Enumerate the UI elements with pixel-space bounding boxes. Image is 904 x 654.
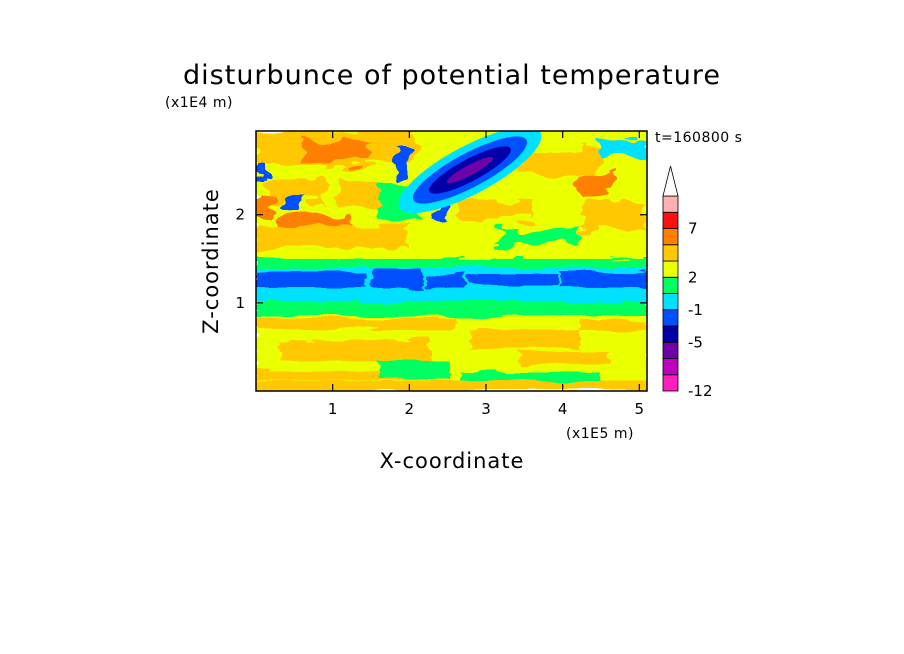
y-tick-label: 2 bbox=[235, 206, 245, 224]
x-axis-label: X-coordinate bbox=[380, 449, 525, 473]
colorbar-level bbox=[662, 244, 679, 262]
colorbar-level bbox=[662, 195, 679, 213]
x-tick-label: 1 bbox=[328, 400, 338, 418]
x-axis: 1 2 3 4 5 bbox=[328, 131, 644, 418]
colorbar-level bbox=[662, 260, 679, 278]
x-tick-label: 2 bbox=[405, 400, 415, 418]
colorbar-level bbox=[662, 358, 679, 376]
colorbar-label: -5 bbox=[688, 333, 703, 351]
x-scale-label: (x1E5 m) bbox=[566, 426, 634, 442]
x-tick-label: 3 bbox=[481, 400, 491, 418]
colorbar-level bbox=[662, 374, 679, 392]
x-tick-label: 5 bbox=[635, 400, 645, 418]
plot-frame bbox=[255, 130, 648, 392]
colorbar-level bbox=[662, 341, 679, 359]
colorbar-label: 2 bbox=[688, 268, 698, 286]
contour-field bbox=[256, 131, 647, 391]
colorbar-level bbox=[662, 276, 679, 294]
colorbar-level bbox=[662, 293, 679, 311]
colorbar-label: -1 bbox=[688, 301, 703, 319]
colorbar-level bbox=[662, 211, 679, 229]
colorbar-label: 7 bbox=[688, 220, 698, 238]
y-axis: 12 bbox=[235, 206, 647, 312]
colorbar-level bbox=[662, 309, 679, 327]
y-scale-label: (x1E4 m) bbox=[165, 95, 233, 111]
colorbar-extend-arrow bbox=[662, 165, 679, 197]
colorbar-label: -12 bbox=[688, 382, 713, 400]
y-tick-label: 1 bbox=[235, 294, 245, 312]
colorbar-level bbox=[662, 228, 679, 246]
chart-title: disturbunce of potential temperature bbox=[183, 60, 721, 91]
colorbar-level bbox=[662, 325, 679, 343]
time-label: t=160800 s bbox=[655, 130, 742, 146]
x-tick-label: 4 bbox=[558, 400, 568, 418]
y-axis-label: Z-coordinate bbox=[199, 188, 223, 334]
colorbar: -12-5-127 bbox=[662, 165, 713, 400]
